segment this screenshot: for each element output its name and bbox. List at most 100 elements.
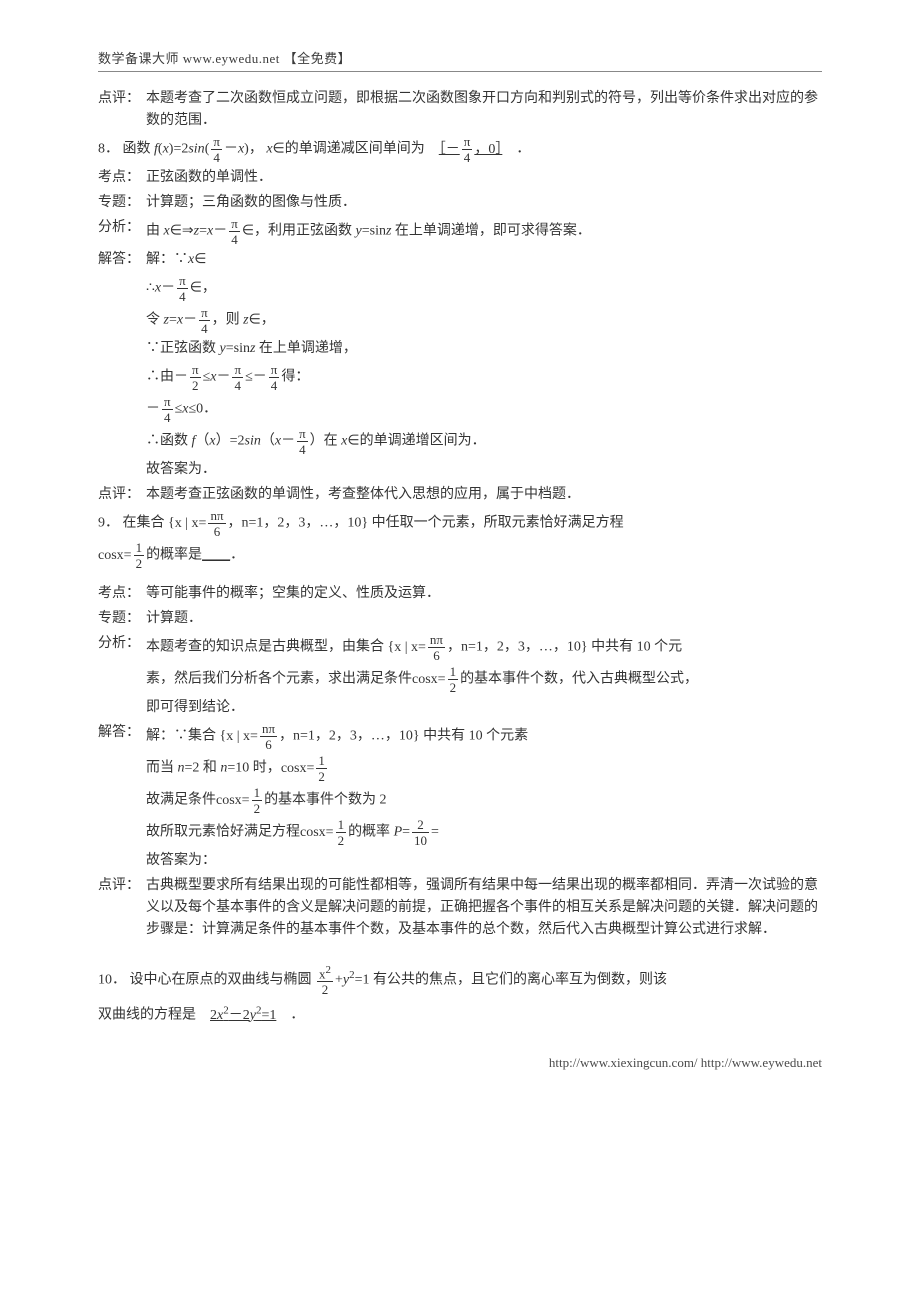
q8-j6: －π4≤x≤0．	[98, 395, 822, 424]
q8-j3: 令 z=x－π4，则 z∈，	[98, 306, 822, 335]
q9-dianping-text: 古典概型要求所有结果出现的可能性都相等，强调所有结果中每一结果出现的概率都相同．…	[146, 875, 822, 941]
q8-dianping: 点评： 本题考查正弦函数的单调性，考查整体代入思想的应用，属于中档题．	[98, 484, 822, 506]
q8-j7d: sin	[245, 434, 261, 449]
q8-j6c: ≤0．	[188, 402, 217, 417]
q8-j2b: ∈，	[190, 281, 216, 296]
q8-question: 8． 函数 f(x)=2sin(π4－x)， x∈的单调递减区间单间为 ［－π4…	[98, 135, 822, 164]
q8-kaodian-text: 正弦函数的单调性．	[146, 167, 822, 189]
q9-j4d: =	[431, 825, 439, 840]
q8-j4c: 在上单调递增，	[255, 341, 357, 356]
q9-f3: 素，然后我们分析各个元素，求出满足条件cosx=12的基本事件个数，代入古典概型…	[98, 665, 822, 694]
label-fenxi: 分析：	[98, 217, 146, 246]
q8-j4b: =sin	[226, 341, 250, 356]
label-kaodian9: 考点：	[98, 583, 146, 605]
q9-cos: cosx=	[98, 545, 132, 567]
q8-j5c: ≤－	[245, 370, 267, 385]
q8-j3b: ，则	[212, 313, 244, 328]
q8-j7c: ）=2	[216, 434, 245, 449]
label-jieda: 解答：	[98, 249, 146, 271]
q8-j7b: （	[195, 434, 209, 449]
q9-jieda: 解答： 解：∵集合 {x | x=nπ6，n=1，2，3，…，10} 中共有 1…	[98, 722, 822, 751]
label-kaodian: 考点：	[98, 167, 146, 189]
q8-no: 8．	[98, 142, 119, 157]
q10-answer: 2x2－2y2=1	[210, 1008, 276, 1023]
q10-t3: =1 有公共的焦点，且它们的离心率互为倒数，则该	[355, 973, 667, 988]
q9-j4: 故所取元素恰好满足方程cosx=12的概率 P=210=	[98, 818, 822, 847]
q8-j7: ∴函数 f（x）=2sin（x－π4）在 x∈的单调递增区间为．	[98, 427, 822, 456]
q8-j1: 解：∵	[146, 252, 188, 267]
q8-dianping-text: 本题考查正弦函数的单调性，考查整体代入思想的应用，属于中档题．	[146, 484, 822, 506]
label-dianping8: 点评：	[98, 484, 146, 506]
q9-no: 9．	[98, 516, 119, 531]
q9-t2: ，n=1，2，3，…，10} 中任取一个元素，所取元素恰好满足方程	[228, 516, 624, 531]
q10-t4: 双曲线的方程是	[98, 1008, 196, 1023]
q8-fenxi-text: 由 x∈⇒z=x－π4∈，利用正弦函数 y=sinz 在上单调递增，即可求得答案…	[146, 217, 822, 246]
q9-j2a: 而当	[146, 761, 178, 776]
q8-j8: 故答案为．	[98, 459, 822, 481]
q8-jieda-body: 解：∵x∈	[146, 249, 822, 271]
q9-question-2: cosx=12的概率是____．	[98, 541, 822, 570]
q8-j5a: ∴由－	[146, 370, 188, 385]
q9-fenxi-body: 本题考查的知识点是古典概型，由集合 {x | x=nπ6，n=1，2，3，…，1…	[146, 633, 822, 662]
footer-link1: http://www.xiexingcun.com/	[549, 1055, 698, 1070]
q8-j1b: ∈	[194, 252, 206, 267]
q8-t1: 函数	[123, 142, 151, 157]
label-zhuanti: 专题：	[98, 192, 146, 214]
q9-zhuanti: 专题： 计算题．	[98, 608, 822, 630]
q10-t1: 设中心在原点的双曲线与椭圆	[130, 973, 316, 988]
q8-t3: 的单调递减区间单间为 ［－π4，0］ ．	[285, 142, 531, 157]
q9-j2b: =2 和	[185, 761, 221, 776]
q9-j4b: 的概率	[348, 825, 394, 840]
q8-j7g: ∈的单调递增区间为．	[347, 434, 485, 449]
q8-j4: ∵正弦函数 y=sinz 在上单调递增，	[98, 338, 822, 360]
q7-dianping: 点评： 本题考查了二次函数恒成立问题，即根据二次函数图象开口方向和判别式的符号，…	[98, 88, 822, 132]
q8-j3c: ∈，	[249, 313, 275, 328]
q8-j6a: －	[146, 402, 160, 417]
page-header: 数学备课大师 www.eywedu.net 【全免费】	[98, 48, 822, 72]
q8-zhuanti-text: 计算题；三角函数的图像与性质．	[146, 192, 822, 214]
q10-t2: +	[335, 973, 343, 988]
q9-j3b: 的基本事件个数为 2	[264, 793, 387, 808]
label-dianping: 点评：	[98, 88, 146, 132]
q8-j2a: ∴	[146, 281, 155, 296]
q8-f3: ∈，利用正弦函数	[242, 224, 356, 239]
q9-fenxi: 分析： 本题考查的知识点是古典概型，由集合 {x | x=nπ6，n=1，2，3…	[98, 633, 822, 662]
q8-j5d: 得：	[281, 370, 309, 385]
q7-dianping-text: 本题考查了二次函数恒成立问题，即根据二次函数图象开口方向和判别式的符号，列出等价…	[146, 88, 822, 132]
q9-f5: 即可得到结论．	[98, 697, 822, 719]
q9-jieda-body: 解：∵集合 {x | x=nπ6，n=1，2，3，…，10} 中共有 10 个元…	[146, 722, 822, 751]
q10-no: 10．	[98, 973, 126, 988]
q8-j3a: 令	[146, 313, 164, 328]
q9-blank: ____	[202, 548, 230, 563]
q9-kaodian: 考点： 等可能事件的概率；空集的定义、性质及运算．	[98, 583, 822, 605]
q9-f2: ，n=1，2，3，…，10} 中共有 10 个元	[447, 640, 682, 655]
q9-t3: 的概率是	[146, 548, 202, 563]
q8-j5: ∴由－π2≤x－π4≤－π4得：	[98, 363, 822, 392]
q9-question: 9． 在集合 {x | x=nπ6，n=1，2，3，…，10} 中任取一个元素，…	[98, 509, 822, 538]
label-zhuanti9: 专题：	[98, 608, 146, 630]
q9-f1: 本题考查的知识点是古典概型，由集合 {	[146, 640, 394, 655]
q8-j7e: （	[261, 434, 275, 449]
q9-t4: ．	[230, 548, 244, 563]
q9-j1a: 解：∵集合 {	[146, 729, 226, 744]
q9-j1b: ，n=1，2，3，…，10} 中共有 10 个元素	[279, 729, 528, 744]
header-title: 数学备课大师	[98, 51, 179, 66]
q9-zhuanti-text: 计算题．	[146, 608, 822, 630]
q9-f3a: 素，然后我们分析各个元素，求出满足条件	[146, 672, 412, 687]
q8-t2: ，	[249, 142, 263, 157]
q10-question-2: 双曲线的方程是 2x2－2y2=1 ．	[98, 999, 822, 1027]
q8-f2: ∈⇒	[170, 224, 194, 239]
q9-dianping: 点评： 古典概型要求所有结果出现的可能性都相等，强调所有结果中每一结果出现的概率…	[98, 875, 822, 941]
q9-j3a: 故满足条件	[146, 793, 216, 808]
q9-t1: 在集合 {	[123, 516, 175, 531]
q9-j4c: =	[402, 825, 410, 840]
q8-f1: 由	[146, 224, 164, 239]
footer-link2: http://www.eywedu.net	[701, 1055, 822, 1070]
q9-j2c: =10 时，	[227, 761, 280, 776]
q9-j2: 而当 n=2 和 n=10 时，cosx=12	[98, 754, 822, 783]
q8-fenxi: 分析： 由 x∈⇒z=x－π4∈，利用正弦函数 y=sinz 在上单调递增，即可…	[98, 217, 822, 246]
q9-j5: 故答案为：	[98, 850, 822, 872]
header-url: www.eywedu.net	[183, 51, 280, 66]
header-tag: 【全免费】	[284, 51, 352, 66]
q8-kaodian: 考点： 正弦函数的单调性．	[98, 167, 822, 189]
